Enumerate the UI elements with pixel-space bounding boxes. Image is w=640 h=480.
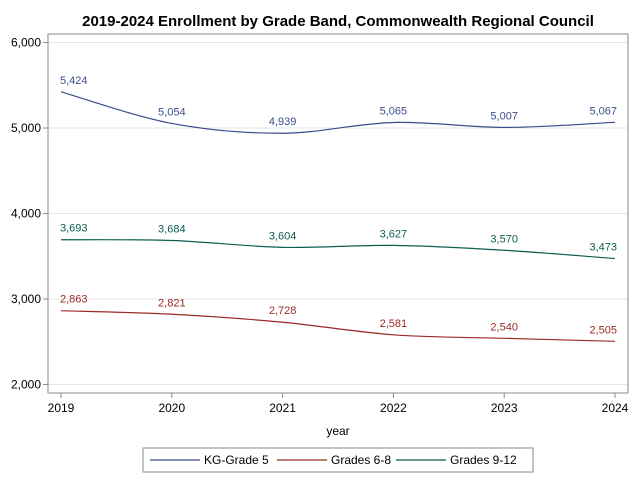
data-label: 5,007	[490, 110, 518, 122]
axes: 2,000 3,000 4,000 5,000 6,000 2019 2020 2021 202…	[11, 36, 629, 415]
y-tick-label: 4,000	[11, 207, 41, 221]
data-label: 3,570	[490, 233, 518, 245]
data-label: 3,684	[158, 224, 186, 236]
series-line-2	[60, 310, 616, 342]
data-labels: 5,424 5,054 4,939 5,065 5,007 5,067 2,863 2,821…	[60, 75, 617, 337]
data-label: 3,693	[60, 223, 88, 235]
data-label: 2,540	[490, 321, 518, 333]
x-tick-label: 2020	[158, 401, 185, 415]
series-lines	[60, 91, 616, 342]
data-label: 2,821	[158, 297, 186, 309]
legend-frame	[142, 447, 534, 473]
legend-entry: KG-Grade 5	[204, 453, 269, 467]
x-tick-label: 2019	[48, 401, 75, 415]
data-label: 2,728	[269, 305, 297, 317]
y-tick-label: 2,000	[11, 377, 41, 391]
data-label: 3,473	[589, 242, 617, 254]
y-tick-label: 3,000	[11, 292, 41, 306]
data-label: 4,939	[269, 116, 297, 128]
series-line-1	[60, 91, 616, 134]
x-tick-label: 2023	[491, 401, 518, 415]
data-label: 2,581	[380, 318, 408, 330]
chart-title: 2019-2024 Enrollment by Grade Band, Comm…	[82, 13, 594, 30]
data-label: 3,604	[269, 230, 297, 242]
legend-entry: Grades 6-8	[331, 453, 391, 467]
data-label: 2,505	[589, 324, 617, 336]
x-tick-label: 2024	[602, 401, 629, 415]
data-label: 5,424	[60, 75, 88, 87]
x-axis-label: year	[326, 424, 349, 438]
y-tick-label: 5,000	[11, 121, 41, 135]
series-line-3	[60, 239, 616, 260]
x-tick-label: 2021	[269, 401, 296, 415]
data-label: 3,627	[380, 228, 408, 240]
y-tick-label: 6,000	[11, 36, 41, 50]
gridlines	[48, 42, 628, 385]
data-label: 5,067	[589, 105, 617, 117]
legend: KG-Grade 5 Grades 6-8 Grades 9-12	[150, 453, 517, 467]
data-label: 5,065	[380, 105, 408, 117]
data-label: 2,863	[60, 294, 88, 306]
legend-entry: Grades 9-12	[450, 453, 517, 467]
data-label: 5,054	[158, 106, 186, 118]
x-tick-label: 2022	[380, 401, 407, 415]
